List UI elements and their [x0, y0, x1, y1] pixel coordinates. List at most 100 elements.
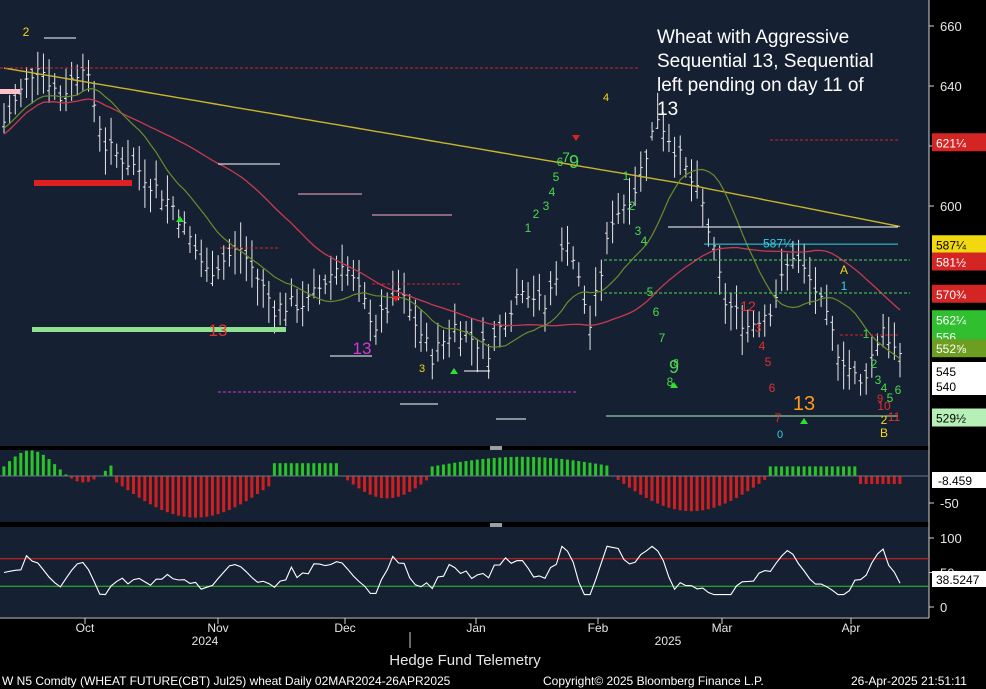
price-bar [745, 309, 750, 343]
td-count-label: 2 [871, 357, 878, 371]
rsi-value-text: 38.5247 [936, 573, 980, 587]
td-count-label: 5 [887, 391, 894, 405]
price-bar [650, 122, 655, 141]
oscillator-bar [408, 476, 412, 492]
td-count-label: 0 [777, 429, 783, 441]
price-label-text: 581½ [936, 256, 966, 270]
td-count-label: 3 [755, 321, 762, 335]
oscillator-bar [75, 476, 79, 482]
oscillator-bar [464, 461, 468, 476]
oscillator-bar [374, 476, 378, 497]
oscillator-bar [746, 476, 750, 492]
x-year-label: 2024 [192, 634, 219, 648]
price-bar [480, 317, 485, 359]
price-bar [689, 159, 694, 202]
oscillator-bar [813, 466, 817, 476]
td-count-label: 9 [569, 152, 579, 172]
price-bar [520, 279, 525, 304]
oscillator-bar [8, 461, 12, 476]
price-bar [712, 236, 717, 261]
sell-arrow [392, 296, 400, 302]
footer-ticker: W N5 Comdty (WHEAT FUTURE(CBT) Jul25) wh… [2, 674, 451, 688]
oscillator-bar [684, 476, 688, 511]
td-count-label: 8 [667, 375, 674, 389]
oscillator-bar [351, 476, 355, 485]
price-bar [137, 146, 142, 191]
oscillator-bar [413, 476, 417, 489]
oscillator-bar [70, 476, 74, 479]
price-bar [458, 321, 463, 357]
oscillator-bar [30, 450, 34, 476]
price-bar [80, 53, 85, 92]
td-count-label: 5 [553, 170, 560, 184]
oscillator-bar [278, 463, 282, 476]
price-bar [357, 259, 362, 302]
oscillator-bar [363, 476, 367, 492]
price-bar [610, 200, 615, 244]
price-label-box [932, 339, 986, 358]
oscillator-bar [819, 466, 823, 476]
price-bar [779, 248, 784, 292]
oscillator-value-box [932, 472, 986, 488]
price-bar [802, 243, 807, 284]
td-count-label: 5 [765, 355, 772, 369]
oscillator-bar [577, 461, 581, 476]
x-month-label: Oct [76, 621, 95, 635]
price-bar [283, 292, 288, 327]
oscillator-bar [543, 457, 547, 476]
td-count-label: 8 [673, 358, 679, 369]
oscillator-bar [396, 476, 400, 497]
price-bar [836, 344, 841, 381]
price-label-box [932, 362, 986, 380]
price-bar [824, 284, 829, 326]
oscillator-bar [391, 476, 395, 498]
oscillator-bar [639, 476, 643, 495]
price-label-text: 540 [936, 380, 956, 394]
price-bar [289, 278, 294, 307]
oscillator-bar [244, 476, 248, 502]
price-bar [131, 147, 136, 176]
oscillator-bar [36, 451, 40, 476]
price-bar [182, 211, 187, 235]
buy-arrow [450, 368, 458, 374]
price-bar [419, 310, 424, 352]
price-bar [424, 322, 429, 352]
price-bar [548, 271, 553, 306]
y-tick-label: 600 [940, 199, 962, 214]
td-count-label: A [840, 263, 848, 277]
price-bar [881, 313, 886, 348]
price-bar [86, 59, 91, 92]
oscillator-bar [768, 466, 772, 476]
price-label-box [932, 235, 986, 254]
price-bar [204, 247, 209, 282]
price-bar [323, 274, 328, 295]
oscillator-bar [498, 457, 502, 476]
oscillator-bar [193, 476, 197, 518]
td-count-label: 13 [209, 321, 228, 340]
x-month-label: Dec [334, 621, 355, 635]
oscillator-bar [92, 476, 96, 480]
oscillator-bar [143, 476, 147, 502]
price-bar [261, 269, 266, 308]
oscillator-bar [210, 476, 214, 516]
td-count-label: 10 [877, 399, 891, 413]
oscillator-bar [441, 464, 445, 476]
oscillator-bar [199, 476, 203, 518]
price-bar [193, 233, 198, 260]
price-bar [717, 245, 722, 295]
oscillator-bar [205, 476, 209, 517]
oscillator-bar [565, 459, 569, 476]
price-bar [7, 94, 12, 124]
oscillator-bar [532, 456, 536, 476]
price-bar [362, 282, 367, 310]
oscillator-bar [847, 466, 851, 476]
buy-arrow [800, 418, 808, 424]
price-bar [655, 92, 660, 129]
price-label-text: 529½ [936, 412, 966, 426]
oscillator-bar [723, 476, 727, 504]
price-bar [559, 227, 564, 262]
price-bar [109, 117, 114, 165]
price-bar [604, 221, 609, 255]
price-bar [345, 256, 350, 286]
td-count-label: 7 [775, 411, 782, 425]
